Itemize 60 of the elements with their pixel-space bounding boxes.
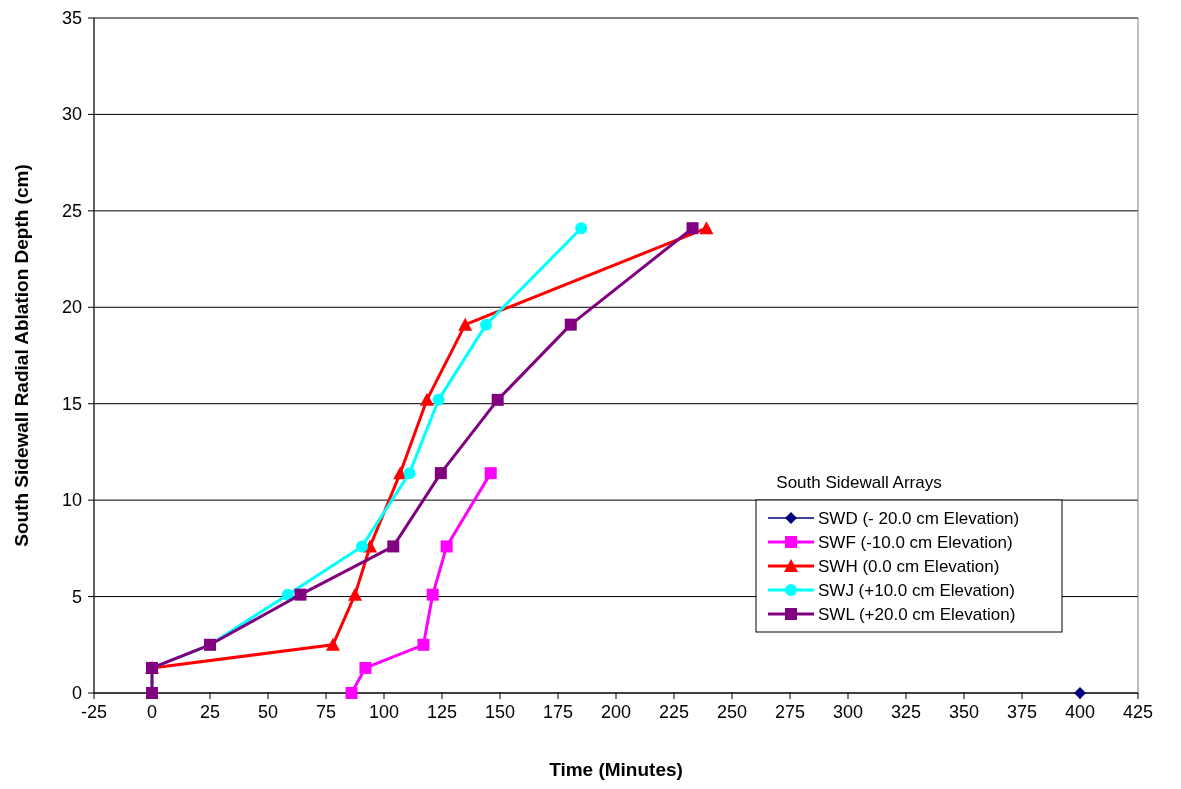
x-tick-label: 250 (716, 702, 748, 722)
y-tick-label: 0 (71, 683, 82, 703)
point (484, 467, 497, 480)
x-tick-label: 225 (658, 702, 690, 722)
y-tick-label: 5 (71, 586, 82, 607)
x-tick-label: -25 (80, 702, 108, 722)
point (564, 318, 577, 331)
legend-title: South Sidewall Arrays (776, 473, 942, 492)
x-axis-title: Time (Minutes) (549, 759, 683, 780)
point (575, 222, 588, 235)
point (403, 467, 416, 480)
x-tick-label: 425 (1122, 702, 1154, 722)
x-tick-label: 350 (948, 702, 980, 722)
point (1074, 687, 1086, 699)
point (348, 587, 362, 601)
legend-label: SWL (+20.0 cm Elevation) (818, 605, 1016, 624)
y-tick-label: 10 (61, 490, 82, 511)
point (294, 588, 307, 601)
x-tick-label: 125 (426, 702, 458, 722)
point (387, 540, 400, 553)
x-tick-label: 25 (199, 702, 221, 722)
x-tick-label: 400 (1064, 702, 1096, 722)
point (480, 318, 493, 331)
point (281, 588, 294, 601)
point (325, 637, 340, 651)
y-tick-label: 20 (61, 297, 82, 318)
y-tick-label: 25 (61, 200, 82, 221)
y-axis-title: South Sidewall Radial Ablation Depth (cm) (11, 164, 32, 547)
point (355, 540, 368, 553)
x-tick-label: 375 (1006, 702, 1038, 722)
point (491, 393, 504, 406)
x-tick-label: 325 (890, 702, 922, 722)
x-tick-label: 75 (315, 702, 337, 722)
point (359, 661, 372, 674)
y-tick-label: 15 (61, 393, 82, 414)
point (345, 687, 358, 699)
x-tick-label: 50 (257, 702, 279, 722)
legend-label: SWD (- 20.0 cm Elevation) (818, 509, 1020, 528)
point (432, 393, 445, 406)
x-tick-label: 0 (146, 702, 158, 722)
point (686, 222, 699, 235)
legend-label: SWH (0.0 cm Elevation) (818, 557, 1000, 576)
point (419, 392, 434, 406)
point (434, 467, 447, 480)
x-tick-label: 300 (832, 702, 864, 722)
point (393, 466, 408, 480)
point (417, 638, 430, 651)
x-tick-label: 175 (542, 702, 574, 722)
y-tick-label: 35 (61, 8, 82, 28)
point (440, 540, 453, 553)
legend-label: SWJ (+10.0 cm Elevation) (818, 581, 1015, 600)
point (426, 588, 439, 601)
y-tick-label: 30 (61, 104, 82, 125)
point (458, 317, 473, 331)
x-tick-label: 200 (600, 702, 632, 722)
x-tick-label: 275 (774, 702, 806, 722)
legend-label: SWF (-10.0 cm Elevation) (818, 533, 1013, 552)
x-tick-label: 150 (484, 702, 516, 722)
x-tick-label: 100 (368, 702, 400, 722)
point (699, 221, 714, 235)
